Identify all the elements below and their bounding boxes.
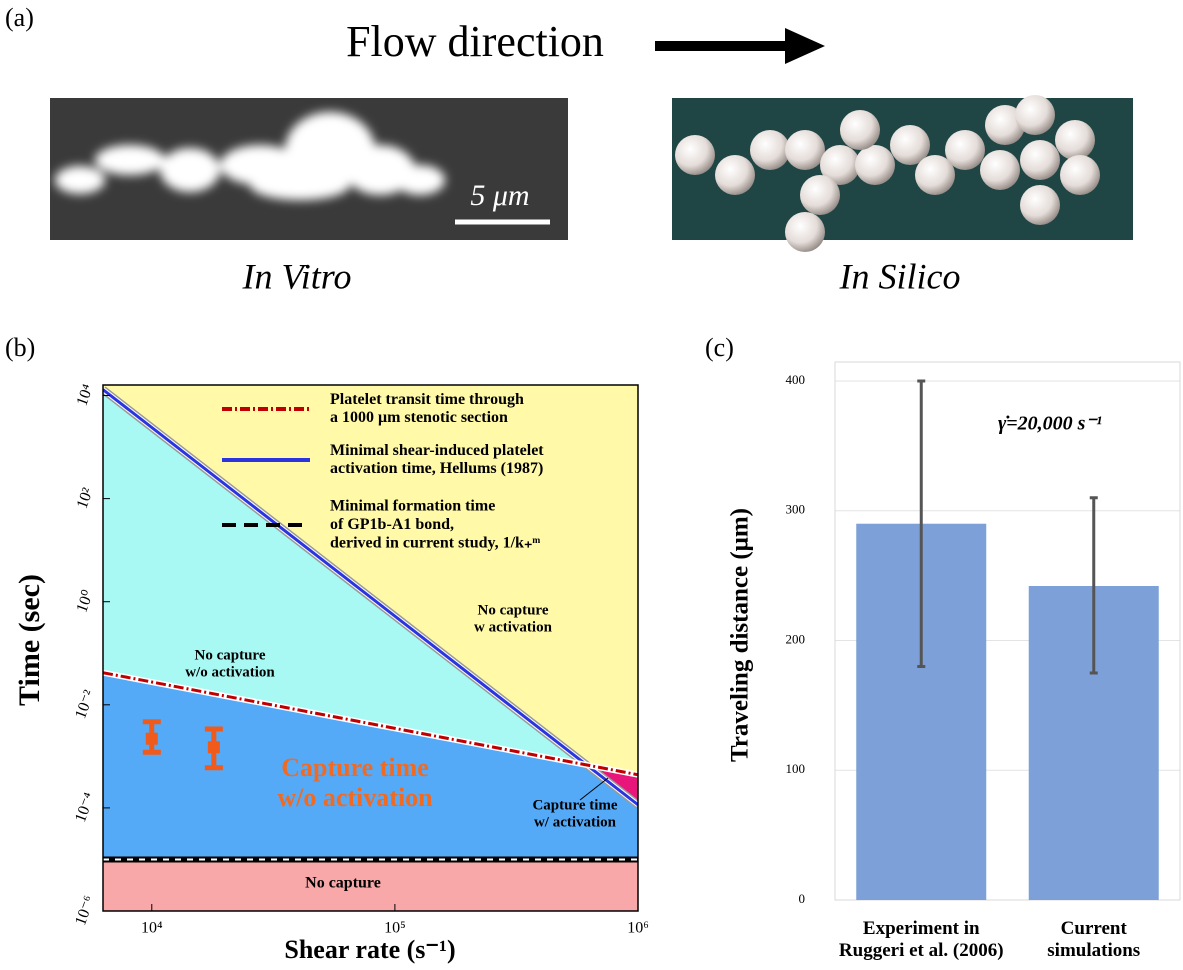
y-axis-label: Traveling distance (μm): [727, 508, 754, 762]
y-tick-label: 10²: [74, 485, 97, 511]
figure: (a) Flow direction 5 μm In Vitro In Sili…: [0, 0, 1183, 970]
y-tick-label: 400: [786, 372, 806, 387]
y-tick-label: 100: [786, 761, 806, 776]
data-point: [146, 733, 158, 745]
y-tick-label: 10⁰: [73, 588, 97, 615]
y-tick-label: 200: [786, 631, 806, 646]
annotation: γ̇=20,000 s⁻¹: [998, 413, 1102, 435]
data-point: [208, 741, 220, 753]
y-tick-label: 10⁻⁴: [72, 790, 98, 824]
scale-bar-label: 5 μm: [470, 179, 529, 212]
y-axis-label: Time (sec): [13, 574, 46, 706]
y-tick-label: 10⁴: [74, 382, 97, 408]
x-axis-label: Shear rate (s⁻¹): [284, 935, 455, 964]
flow-arrow: [655, 28, 825, 64]
image-caption: In Vitro: [242, 256, 352, 296]
y-tick-label: 300: [786, 502, 806, 517]
panel-title: Flow direction: [346, 17, 604, 66]
in-vitro-image: 5 μm: [50, 98, 568, 240]
region-label: No capture: [305, 875, 381, 892]
x-tick-label: 10⁶: [627, 920, 649, 937]
image-caption: In Silico: [839, 256, 961, 296]
panel-label: (b): [5, 333, 35, 362]
x-tick-label: 10⁴: [141, 920, 163, 937]
page: {"panel_a": {"label": "(a)", "title": "F…: [0, 0, 1183, 970]
y-tick-label: 0: [799, 891, 806, 906]
panel-label: (c): [705, 333, 734, 362]
y-tick-label: 10⁻⁶: [72, 894, 98, 928]
in-silico-image: [672, 95, 1133, 252]
y-tick-label: 10⁻²: [72, 688, 98, 721]
panel-label: (a): [5, 3, 34, 32]
